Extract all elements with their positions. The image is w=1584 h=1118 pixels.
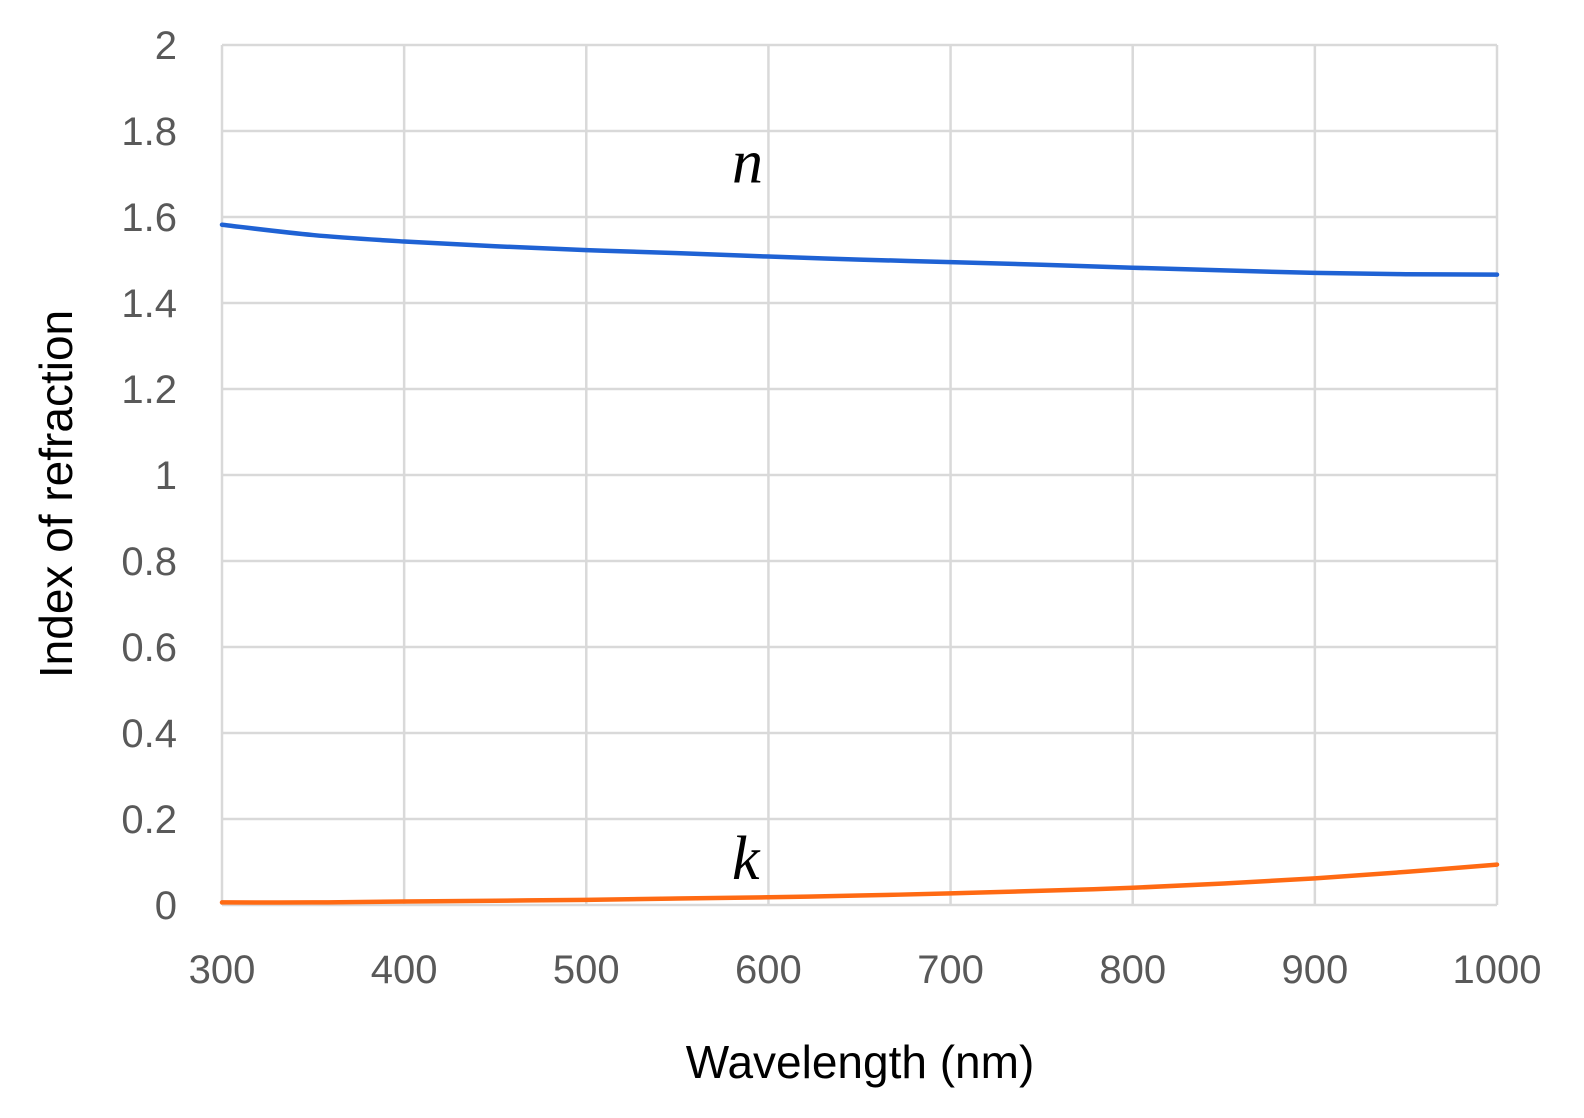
series-line-k	[219, 862, 1500, 905]
y-tick-label: 0.4	[121, 712, 177, 756]
y-tick-label: 0	[155, 884, 177, 928]
y-axis-title: Index of refraction	[30, 310, 82, 678]
series-label-k: k	[732, 825, 761, 893]
series-label-n: n	[732, 129, 763, 197]
series-lines	[219, 222, 1500, 905]
x-tick-label: 700	[917, 948, 984, 992]
x-tick-label: 800	[1099, 948, 1166, 992]
y-tick-label: 0.8	[121, 540, 177, 584]
y-tick-label: 1.4	[121, 282, 177, 326]
x-tick-label: 1000	[1453, 948, 1542, 992]
grid	[220, 43, 1499, 907]
x-tick-label: 600	[735, 948, 802, 992]
y-tick-label: 1.2	[121, 368, 177, 412]
x-tick-label: 400	[371, 948, 438, 992]
series-line-n	[219, 222, 1500, 277]
x-axis-tick-labels: 300 400 500 600 700 800 900 1000	[189, 948, 1542, 992]
series-labels: nk	[732, 129, 763, 894]
x-tick-label: 500	[553, 948, 620, 992]
x-tick-label: 900	[1281, 948, 1348, 992]
y-tick-label: 2	[155, 24, 177, 68]
y-axis-tick-labels: 0 0.2 0.4 0.6 0.8 1 1.2 1.4 1.6 1.8 2	[121, 24, 177, 928]
y-tick-label: 1.6	[121, 196, 177, 240]
x-axis-title: Wavelength (nm)	[686, 1036, 1035, 1088]
x-tick-label: 300	[189, 948, 256, 992]
y-tick-label: 0.2	[121, 798, 177, 842]
y-tick-label: 1.8	[121, 110, 177, 154]
y-tick-label: 0.6	[121, 626, 177, 670]
y-tick-label: 1	[155, 454, 177, 498]
